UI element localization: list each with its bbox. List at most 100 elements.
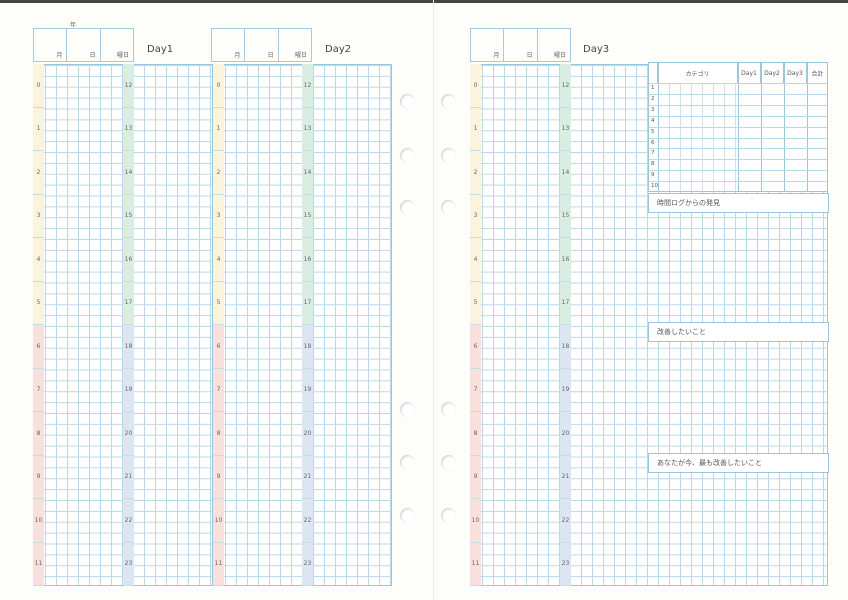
am-hour-strip: 0 1 2 3 4 5 6 7 8 9 10 11: [470, 64, 481, 586]
hour-label: 16: [560, 238, 571, 282]
binder-hole: [441, 455, 456, 470]
binder-hole: [441, 200, 456, 215]
hour-label: 21: [302, 455, 313, 499]
day-label: Day3: [583, 44, 610, 55]
hour-label: 15: [560, 194, 571, 238]
header-day1: Day1: [738, 63, 761, 83]
header-day3: Day3: [784, 63, 807, 83]
hour-label: 22: [123, 499, 134, 543]
hour-label: 1: [213, 107, 224, 151]
row-number: 8: [651, 161, 655, 168]
hour-label: 8: [213, 412, 224, 456]
hour-label: 20: [123, 412, 134, 456]
binder-hole: [400, 200, 415, 215]
hour-label: 21: [123, 455, 134, 499]
hour-label: 13: [123, 107, 134, 151]
hour-label: 3: [470, 194, 481, 238]
page-divider: [433, 0, 434, 600]
row-number: 3: [651, 106, 655, 113]
month-field[interactable]: 月: [471, 29, 505, 61]
hour-label: 9: [213, 455, 224, 499]
hour-label: 15: [123, 194, 134, 238]
day-field[interactable]: 日: [504, 29, 538, 61]
hour-label: 6: [470, 325, 481, 369]
hour-label: 18: [560, 325, 571, 369]
header-category: カテゴリ: [658, 63, 738, 83]
row-number: 9: [651, 172, 655, 179]
weekday-field[interactable]: 曜日: [116, 52, 129, 59]
row-number: 6: [651, 139, 655, 146]
hour-label: 5: [213, 281, 224, 325]
hour-label: 0: [33, 64, 44, 108]
date-header: 月 日 曜日: [470, 28, 571, 62]
hour-label: 12: [560, 64, 571, 108]
binder-hole: [441, 94, 456, 109]
hour-label: 11: [470, 542, 481, 586]
hour-label: 18: [123, 325, 134, 369]
binder-hole: [400, 148, 415, 163]
hour-label: 14: [302, 151, 313, 195]
hour-label: 0: [213, 64, 224, 108]
hour-label: 23: [560, 542, 571, 586]
hour-label: 19: [560, 368, 571, 412]
hour-label: 8: [33, 412, 44, 456]
day-field[interactable]: 日: [67, 29, 101, 61]
day-label: Day1: [147, 44, 174, 55]
date-header: 月 日 曜日: [211, 28, 312, 62]
hour-label: 0: [470, 64, 481, 108]
hour-label: 22: [302, 499, 313, 543]
hour-label: 10: [470, 499, 481, 543]
pm-hour-strip: 12 13 14 15 16 17 18 19 20 21 22 23: [123, 64, 134, 586]
row-number: 10: [651, 183, 658, 190]
hour-label: 1: [33, 107, 44, 151]
row-number: 2: [651, 95, 655, 102]
hour-label: 9: [33, 455, 44, 499]
hour-label: 4: [213, 238, 224, 282]
binder-hole: [400, 508, 415, 523]
month-field[interactable]: 月: [212, 29, 246, 61]
hour-label: 3: [33, 194, 44, 238]
hour-label: 23: [302, 542, 313, 586]
hour-label: 23: [123, 542, 134, 586]
weekday-field[interactable]: 曜日: [553, 52, 566, 59]
hour-label: 12: [123, 64, 134, 108]
hour-label: 14: [560, 151, 571, 195]
pm-hour-strip: 12 13 14 15 16 17 18 19 20 21 22 23: [560, 64, 571, 586]
hour-label: 10: [213, 499, 224, 543]
header-total: 合計: [811, 70, 824, 78]
hour-label: 7: [33, 368, 44, 412]
row-number: 5: [651, 128, 655, 135]
month-field[interactable]: 月: [34, 29, 68, 61]
date-header: 月 日 曜日: [33, 28, 134, 62]
binder-hole: [400, 94, 415, 109]
hour-label: 7: [470, 368, 481, 412]
row-number: 7: [651, 150, 655, 157]
hour-label: 20: [302, 412, 313, 456]
hour-label: 12: [302, 64, 313, 108]
row-number: 4: [651, 117, 655, 124]
hour-label: 6: [33, 325, 44, 369]
row-number: 1: [651, 85, 655, 91]
hour-label: 6: [213, 325, 224, 369]
hour-label: 16: [123, 238, 134, 282]
hour-label: 4: [33, 238, 44, 282]
weekday-field[interactable]: 曜日: [294, 52, 307, 59]
hour-label: 4: [470, 238, 481, 282]
day-field[interactable]: 日: [245, 29, 279, 61]
hour-label: 11: [213, 542, 224, 586]
section-findings: 時間ログからの発見: [648, 193, 829, 213]
hour-label: 16: [302, 238, 313, 282]
hour-label: 10: [33, 499, 44, 543]
day-label: Day2: [325, 44, 352, 55]
hour-label: 1: [470, 107, 481, 151]
hour-label: 17: [560, 281, 571, 325]
binder-hole: [441, 508, 456, 523]
hour-label: 2: [33, 151, 44, 195]
hour-label: 5: [470, 281, 481, 325]
header-day2: Day2: [761, 63, 784, 83]
binder-hole: [400, 455, 415, 470]
hour-label: 5: [33, 281, 44, 325]
hour-label: 20: [560, 412, 571, 456]
hour-label: 2: [213, 151, 224, 195]
year-label: 年: [70, 22, 77, 29]
